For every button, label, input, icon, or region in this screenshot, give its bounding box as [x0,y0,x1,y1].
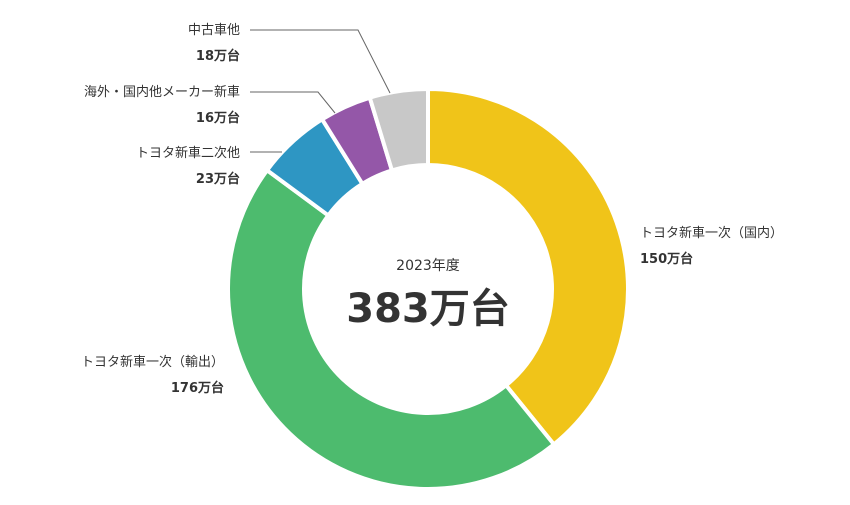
center-year-label: 2023年度 [396,258,460,274]
label-other-makers: 海外・国内他メーカー新車 [84,84,240,100]
leader-line-used [250,29,391,94]
donut-slices [226,86,630,491]
label-domestic: トヨタ新車一次（国内） [640,225,783,241]
label-used: 中古車他 [188,23,240,38]
value-export: 176万台 [171,380,224,396]
label-secondary: トヨタ新車二次他 [136,145,240,161]
value-used: 18万台 [196,48,240,64]
leader-line-other-makers [250,91,336,114]
leader-lines [250,29,391,153]
value-secondary: 23万台 [196,171,240,187]
slice-domestic [426,86,630,448]
value-domestic: 150万台 [640,251,693,267]
slice-used [367,86,430,173]
center-total-label: 383万台 [346,286,510,332]
slice-export [226,167,557,491]
value-other-makers: 16万台 [196,110,240,126]
label-export: トヨタ新車一次（輸出） [81,354,224,370]
